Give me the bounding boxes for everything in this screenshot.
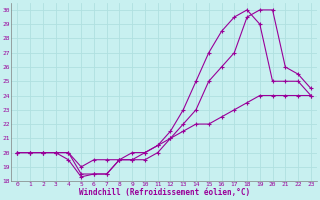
X-axis label: Windchill (Refroidissement éolien,°C): Windchill (Refroidissement éolien,°C) — [78, 188, 250, 197]
